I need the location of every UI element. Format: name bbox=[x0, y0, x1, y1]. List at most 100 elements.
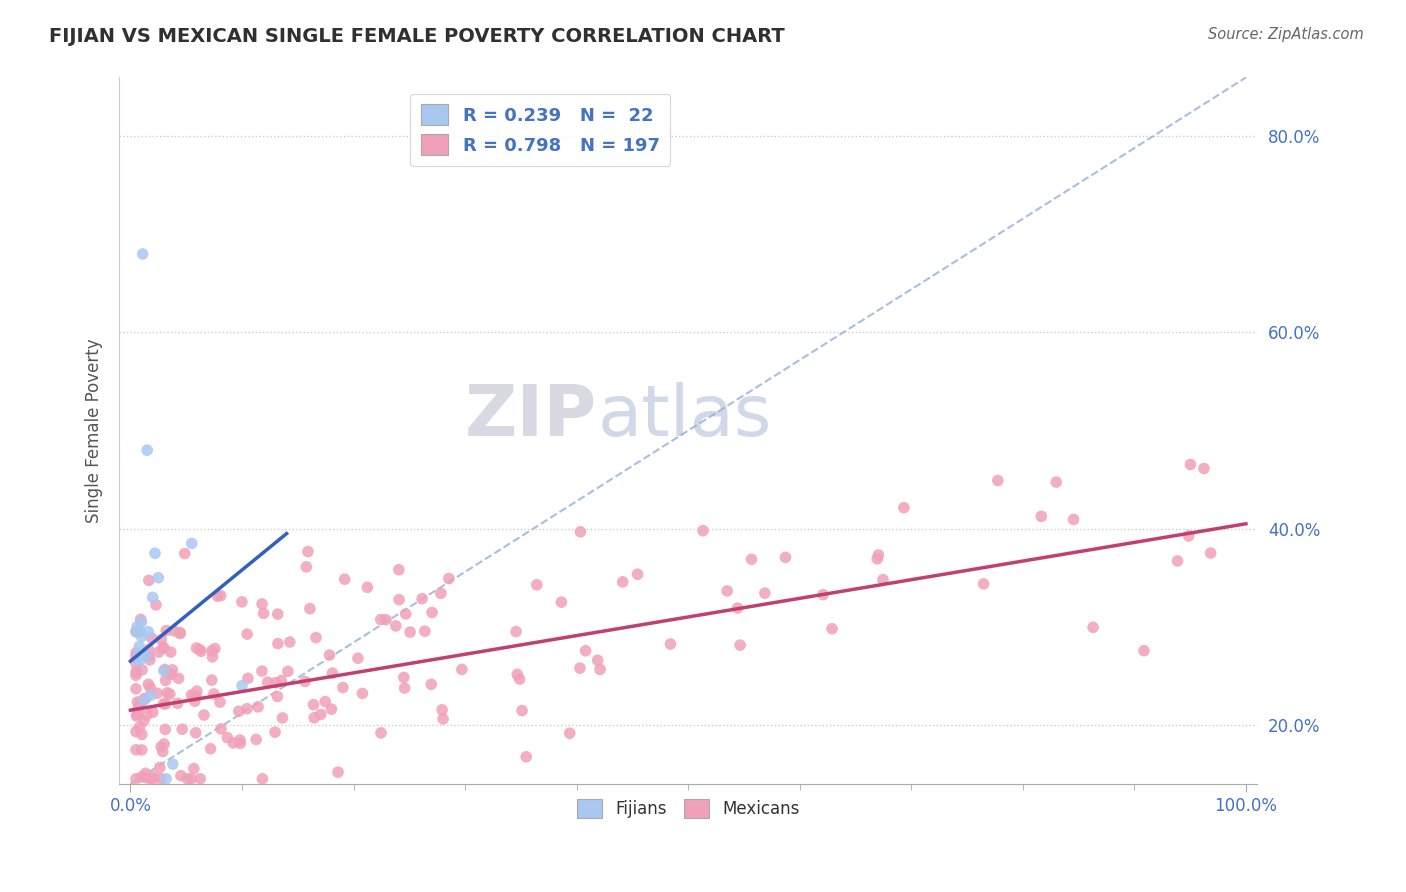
Point bbox=[136, 443, 159, 458]
Point bbox=[506, 667, 529, 681]
Point bbox=[250, 664, 273, 678]
Point bbox=[264, 725, 287, 739]
Point bbox=[188, 772, 211, 786]
Point bbox=[868, 548, 890, 562]
Point bbox=[142, 706, 165, 720]
Point bbox=[231, 679, 253, 693]
Point bbox=[186, 684, 208, 698]
Point bbox=[131, 615, 153, 629]
Point bbox=[201, 649, 224, 664]
Point bbox=[509, 672, 531, 686]
Point bbox=[872, 573, 894, 587]
Point bbox=[129, 624, 152, 639]
Point bbox=[186, 641, 208, 656]
Legend: Fijians, Mexicans: Fijians, Mexicans bbox=[571, 792, 806, 825]
Point bbox=[128, 720, 150, 734]
Point bbox=[125, 668, 148, 682]
Point bbox=[298, 601, 321, 615]
Point bbox=[162, 663, 184, 677]
Point bbox=[153, 664, 176, 678]
Text: FIJIAN VS MEXICAN SINGLE FEMALE POVERTY CORRELATION CHART: FIJIAN VS MEXICAN SINGLE FEMALE POVERTY … bbox=[49, 27, 785, 45]
Point bbox=[142, 769, 165, 783]
Point bbox=[207, 589, 229, 603]
Point bbox=[183, 762, 205, 776]
Point bbox=[139, 689, 162, 703]
Text: ZIP: ZIP bbox=[465, 382, 598, 451]
Point bbox=[135, 771, 157, 785]
Point bbox=[184, 726, 207, 740]
Point bbox=[515, 749, 537, 764]
Point bbox=[229, 733, 252, 747]
Point bbox=[131, 247, 153, 261]
Point bbox=[692, 524, 714, 538]
Point bbox=[190, 644, 212, 658]
Point bbox=[125, 772, 148, 786]
Point bbox=[127, 620, 149, 634]
Point bbox=[740, 552, 762, 566]
Point bbox=[297, 544, 319, 558]
Point bbox=[167, 672, 190, 686]
Point bbox=[152, 640, 174, 655]
Point bbox=[821, 622, 844, 636]
Point bbox=[209, 722, 232, 736]
Point bbox=[305, 631, 328, 645]
Point bbox=[155, 723, 177, 737]
Point bbox=[1180, 458, 1202, 472]
Point bbox=[1081, 620, 1104, 634]
Point bbox=[267, 637, 290, 651]
Point bbox=[250, 597, 273, 611]
Point bbox=[510, 704, 533, 718]
Point bbox=[201, 644, 224, 658]
Point bbox=[754, 586, 776, 600]
Point bbox=[352, 686, 374, 700]
Point bbox=[131, 727, 153, 741]
Point bbox=[252, 607, 274, 621]
Point bbox=[775, 550, 797, 565]
Point bbox=[333, 572, 356, 586]
Point bbox=[142, 591, 165, 605]
Point bbox=[129, 695, 152, 709]
Point bbox=[159, 645, 181, 659]
Point bbox=[169, 625, 191, 640]
Point bbox=[659, 637, 682, 651]
Point bbox=[149, 760, 172, 774]
Point bbox=[125, 743, 148, 757]
Point bbox=[1063, 512, 1085, 526]
Point bbox=[332, 681, 354, 695]
Point bbox=[264, 675, 287, 690]
Point bbox=[141, 631, 163, 645]
Point bbox=[125, 681, 148, 696]
Point bbox=[127, 707, 149, 722]
Point bbox=[236, 702, 259, 716]
Point bbox=[155, 673, 177, 688]
Point bbox=[136, 624, 159, 639]
Point bbox=[450, 662, 472, 676]
Point bbox=[173, 547, 195, 561]
Point bbox=[236, 627, 259, 641]
Point bbox=[575, 644, 598, 658]
Point bbox=[420, 606, 443, 620]
Point bbox=[277, 665, 299, 679]
Point bbox=[1192, 461, 1215, 475]
Point bbox=[183, 689, 205, 703]
Point bbox=[148, 571, 170, 585]
Point bbox=[302, 698, 325, 712]
Point bbox=[1177, 529, 1199, 543]
Point bbox=[374, 613, 396, 627]
Point bbox=[388, 592, 411, 607]
Point bbox=[148, 645, 170, 659]
Point bbox=[169, 626, 191, 640]
Point bbox=[309, 707, 332, 722]
Point bbox=[131, 743, 153, 757]
Point bbox=[125, 624, 148, 639]
Point bbox=[1133, 644, 1156, 658]
Point bbox=[135, 649, 157, 664]
Point bbox=[294, 674, 316, 689]
Point bbox=[160, 667, 183, 681]
Point bbox=[302, 711, 325, 725]
Point bbox=[184, 694, 207, 708]
Point bbox=[128, 654, 150, 668]
Point bbox=[129, 612, 152, 626]
Point bbox=[370, 726, 392, 740]
Point bbox=[247, 699, 270, 714]
